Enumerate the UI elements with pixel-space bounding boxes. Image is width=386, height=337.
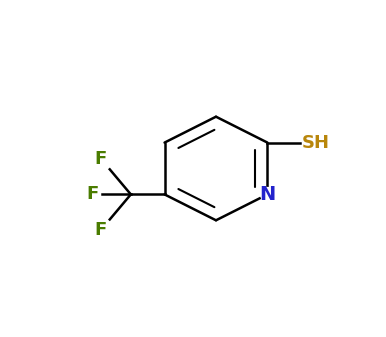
Text: SH: SH [302, 133, 330, 152]
Text: F: F [95, 150, 107, 168]
Text: F: F [87, 185, 99, 204]
Text: N: N [259, 185, 276, 204]
Text: F: F [95, 221, 107, 239]
